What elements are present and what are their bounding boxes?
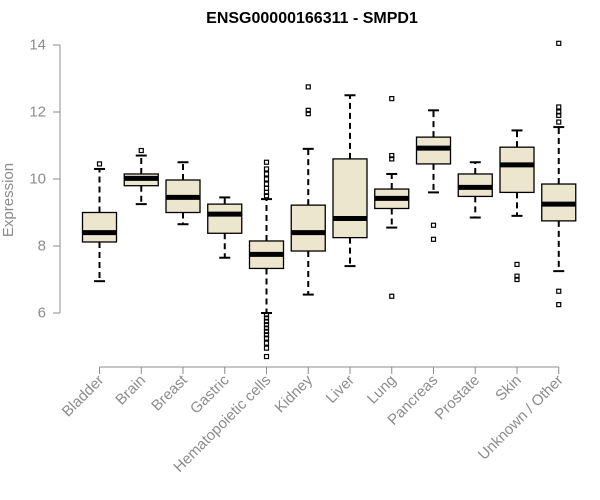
outlier-point bbox=[389, 293, 395, 299]
outlier-point bbox=[263, 335, 270, 341]
outlier-point bbox=[263, 166, 270, 172]
outlier-point bbox=[556, 112, 562, 118]
boxes-group bbox=[81, 40, 577, 360]
outlier-point bbox=[430, 236, 437, 242]
iqr-box bbox=[207, 203, 243, 234]
x-tick-label: Skin bbox=[492, 372, 525, 405]
outlier-point bbox=[263, 185, 270, 191]
outlier-point bbox=[96, 161, 103, 167]
iqr-box bbox=[332, 158, 368, 239]
outlier-point bbox=[514, 276, 520, 283]
box-lung bbox=[374, 95, 410, 299]
outlier-point bbox=[263, 345, 270, 351]
outlier-point bbox=[263, 322, 270, 328]
outlier-point bbox=[389, 156, 395, 162]
outlier-point bbox=[263, 332, 270, 338]
outlier-point bbox=[263, 176, 270, 182]
box-liver bbox=[332, 94, 368, 268]
iqr-box bbox=[81, 211, 118, 243]
outlier-point bbox=[556, 119, 562, 125]
outlier-point bbox=[430, 222, 437, 228]
iqr-box bbox=[499, 146, 535, 194]
outlier-point bbox=[263, 340, 270, 346]
box-kidney bbox=[290, 84, 326, 296]
y-tick-label: 12 bbox=[29, 104, 46, 121]
outlier-point bbox=[263, 325, 270, 331]
outlier-point bbox=[389, 152, 395, 159]
outlier-point bbox=[514, 273, 520, 279]
box-skin bbox=[499, 129, 535, 283]
iqr-box bbox=[290, 204, 326, 252]
outlier-point bbox=[263, 171, 270, 177]
outlier-point bbox=[556, 302, 562, 308]
outlier-point bbox=[305, 107, 311, 113]
box-brain bbox=[123, 147, 159, 206]
outlier-point bbox=[263, 353, 270, 360]
outlier-point bbox=[556, 40, 562, 46]
outlier-point bbox=[263, 159, 270, 165]
x-tick-label: Brain bbox=[112, 372, 149, 409]
box-unknown-other bbox=[541, 40, 577, 308]
box-bladder bbox=[81, 161, 118, 283]
outlier-point bbox=[556, 109, 562, 115]
outlier-point bbox=[389, 95, 395, 102]
box-gastric bbox=[207, 196, 243, 259]
x-tick-label: Kidney bbox=[272, 371, 317, 416]
box-prostate bbox=[457, 161, 493, 219]
y-axis-label: Expression bbox=[0, 163, 17, 237]
outlier-point bbox=[263, 181, 270, 187]
outlier-point bbox=[263, 318, 270, 324]
y-tick-label: 8 bbox=[38, 238, 46, 255]
x-tick-label: Liver bbox=[323, 372, 358, 407]
y-tick-label: 10 bbox=[29, 171, 46, 188]
x-tick-label: Breast bbox=[148, 371, 191, 414]
outlier-point bbox=[263, 328, 270, 335]
box-pancreas bbox=[415, 109, 452, 242]
x-tick-label: Lung bbox=[364, 372, 400, 408]
outlier-point bbox=[263, 193, 270, 199]
y-axis: 6 8 10 12 14 bbox=[29, 37, 61, 322]
x-tick-label: Prostate bbox=[432, 372, 484, 424]
box-hematopoietic-cells bbox=[248, 159, 285, 360]
outlier-point bbox=[263, 315, 270, 321]
y-tick-label: 6 bbox=[38, 305, 46, 322]
outlier-point bbox=[305, 84, 311, 90]
outlier-point bbox=[305, 111, 311, 117]
x-tick-label: Bladder bbox=[59, 372, 108, 421]
y-tick-label: 14 bbox=[29, 37, 46, 54]
outlier-point bbox=[138, 147, 144, 154]
outlier-point bbox=[556, 104, 562, 110]
outlier-point bbox=[514, 261, 520, 268]
box-breast bbox=[165, 161, 201, 226]
outlier-point bbox=[556, 288, 562, 294]
outlier-point bbox=[263, 312, 270, 318]
chart-title: ENSG00000166311 - SMPD1 bbox=[206, 10, 418, 27]
